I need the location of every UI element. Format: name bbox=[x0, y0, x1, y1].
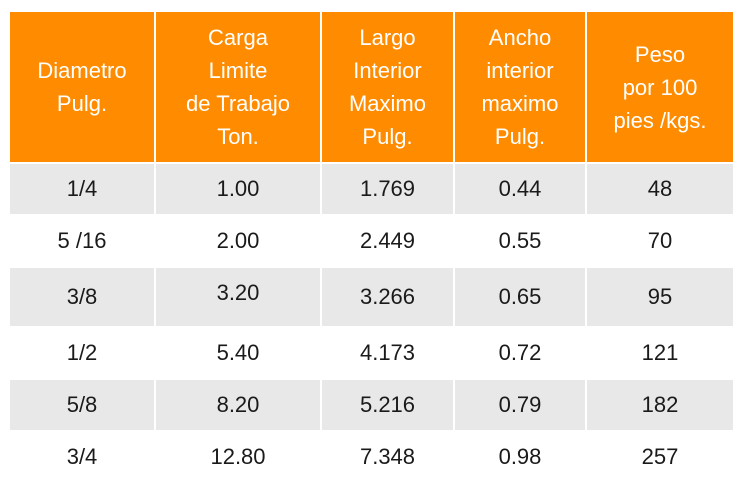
table-cell: 48 bbox=[585, 162, 735, 216]
table-cell: 3.20 bbox=[154, 266, 322, 328]
table-cell: 257 bbox=[585, 430, 735, 484]
header-line: maximo bbox=[481, 91, 559, 116]
header-cell: Carga Limite de Trabajo Ton. bbox=[154, 10, 322, 164]
table-row: 3/4 12.80 7.348 0.98 257 bbox=[8, 430, 735, 484]
header-line: por 100 bbox=[622, 74, 698, 100]
table-cell: 1/2 bbox=[8, 326, 156, 380]
table-cell: 0.72 bbox=[453, 326, 587, 380]
header-line: Largo bbox=[359, 25, 416, 50]
header-cell: Peso por 100 pies /kgs. bbox=[585, 10, 735, 164]
header-line: Pulg. bbox=[56, 91, 108, 116]
header-line: Carga bbox=[208, 25, 268, 50]
table-cell: 5/8 bbox=[8, 378, 156, 432]
table-cell: 2.00 bbox=[154, 214, 322, 268]
header-cell: Largo Interior Maximo Pulg. bbox=[320, 10, 455, 164]
table-cell: 2.449 bbox=[320, 214, 455, 268]
table-cell: 182 bbox=[585, 378, 735, 432]
header-line: Pulg. bbox=[494, 124, 546, 149]
table-cell: 0.98 bbox=[453, 430, 587, 484]
header-line: Interior bbox=[353, 58, 422, 83]
table-cell: 12.80 bbox=[154, 430, 322, 484]
table-cell: 4.173 bbox=[320, 326, 455, 380]
table-cell: 5.216 bbox=[320, 378, 455, 432]
header-line: Limite bbox=[208, 58, 268, 83]
table-cell: 7.348 bbox=[320, 430, 455, 484]
table-cell: 95 bbox=[585, 266, 735, 328]
header-line: interior bbox=[486, 58, 554, 83]
table-cell: 8.20 bbox=[154, 378, 322, 432]
table-cell: 0.79 bbox=[453, 378, 587, 432]
table-row: 3/8 3.20 3.266 0.65 95 bbox=[8, 266, 735, 328]
table-cell: 3/4 bbox=[8, 430, 156, 484]
table-cell: 3.266 bbox=[320, 266, 455, 328]
chain-table: Diametro Pulg. Carga Limite de Trabajo Ton. La… bbox=[8, 10, 735, 484]
table-cell: 0.65 bbox=[453, 266, 587, 328]
table-cell: 0.44 bbox=[453, 162, 587, 216]
table-cell: 1/4 bbox=[8, 162, 156, 216]
table-cell: 70 bbox=[585, 214, 735, 268]
header-cell: Ancho interior maximo Pulg. bbox=[453, 10, 587, 164]
table-cell: 0.55 bbox=[453, 214, 587, 268]
table-cell: 121 bbox=[585, 326, 735, 380]
header-line: de Trabajo bbox=[186, 91, 290, 116]
header-line: pies /kgs. bbox=[613, 107, 707, 133]
header-line: Peso bbox=[634, 41, 686, 67]
table-cell: 5.40 bbox=[154, 326, 322, 380]
table-row: 5 /16 2.00 2.449 0.55 70 bbox=[8, 214, 735, 268]
header-row: Diametro Pulg. Carga Limite de Trabajo Ton. La… bbox=[8, 10, 735, 164]
header-line: Ancho bbox=[488, 25, 552, 50]
header-line: Ton. bbox=[217, 124, 259, 149]
table-cell: 1.769 bbox=[320, 162, 455, 216]
header-line: Pulg. bbox=[362, 124, 413, 149]
header-line: Maximo bbox=[348, 91, 426, 116]
table-cell: 5 /16 bbox=[8, 214, 156, 268]
table-row: 5/8 8.20 5.216 0.79 182 bbox=[8, 378, 735, 432]
table-row: 1/4 1.00 1.769 0.44 48 bbox=[8, 162, 735, 216]
header-cell: Diametro Pulg. bbox=[8, 10, 156, 164]
table-row: 1/2 5.40 4.173 0.72 121 bbox=[8, 326, 735, 380]
table-cell: 1.00 bbox=[154, 162, 322, 216]
header-line: Diametro bbox=[37, 58, 127, 83]
table-cell: 3/8 bbox=[8, 266, 156, 328]
